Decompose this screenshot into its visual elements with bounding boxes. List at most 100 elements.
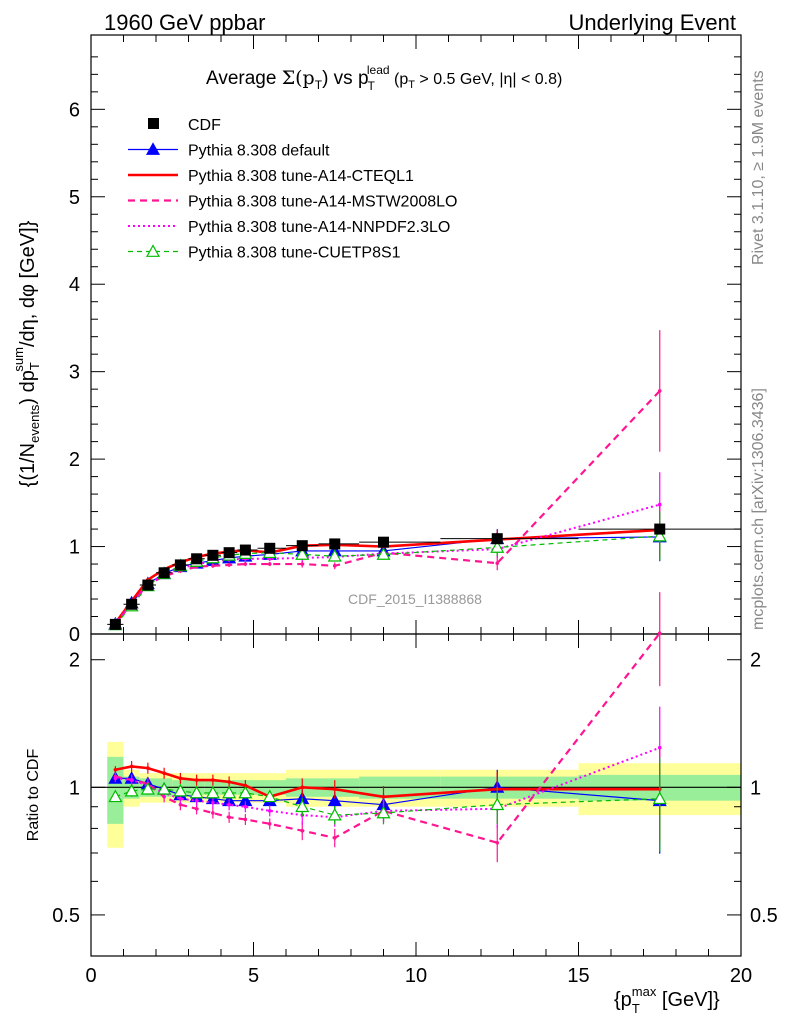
series-marker [145,244,161,257]
series-point [129,778,134,782]
series-point [211,811,215,815]
ratio-axis-label: Ratio to CDF [25,749,42,842]
y-tick-label: 4 [69,274,80,296]
chart-title: Average Σ(pT) vs pTlead (pT > 0.5 GeV, |… [206,63,562,93]
header-right: Underlying Event [568,10,736,35]
series-point [381,794,386,799]
cdf-data-point [329,538,341,550]
series-point [211,800,215,805]
series-line-main [114,536,660,625]
axis-ticks: 0 5 10 15 20 0 1 2 3 4 5 6 0.5 0.5 1 1 2 2 [52,35,778,987]
series-point [495,840,500,845]
series-point [194,798,199,803]
series-point [332,836,337,840]
series-point [146,766,150,770]
series-point [178,796,183,801]
series-point [657,389,662,393]
series-marker [295,547,310,560]
series-point [113,776,118,781]
cdf-data-point [109,618,121,630]
series-marker [145,142,161,155]
x-axis-label: {pTmax [GeV]} [614,984,720,1016]
series-point [657,631,662,636]
legend-label: Pythia 8.308 tune-A14-CTEQL1 [188,168,414,185]
series-point [495,561,500,565]
cdf-data-point [378,536,389,548]
y-tick-label: 6 [69,99,80,121]
series-marker [222,785,237,799]
series-point [267,809,272,813]
y-tick-label: 1 [69,537,80,559]
cdf-data-point [296,540,308,552]
series-point [227,563,231,567]
mcplots-label: mcplots.cern.ch [arXiv:1306.3436] [750,388,767,630]
cdf-data-point [264,542,276,554]
series-marker [652,791,667,805]
series-marker [490,797,505,811]
series-marker [108,789,123,803]
series-line-main [114,503,661,625]
series-point [657,745,662,750]
series-point [211,563,215,568]
data-series [107,330,741,863]
series-point [300,562,305,566]
cdf-data-point [207,549,219,561]
series-point [227,815,231,820]
series-point [178,802,183,807]
series-point [178,776,183,781]
cdf-data-point [654,523,666,535]
cdf-data-point [126,598,138,610]
series-point [300,828,305,833]
cdf-data-point [191,553,203,565]
series-point [267,822,272,826]
ratio-tick-label-right: 1 [750,777,761,799]
series-marker [173,783,188,797]
legend-label: Pythia 8.308 tune-A14-NNPDF2.3LO [188,219,450,236]
series-point [243,817,248,822]
cdf-data-point [174,559,186,571]
series-line-main [114,535,660,626]
ratio-tick-label: 1 [69,777,80,799]
legend-label: Pythia 8.308 tune-CUETP8S1 [188,245,401,262]
legend: CDF Pythia 8.308 default Pythia 8.308 tune… [128,117,457,262]
legend-label: CDF [188,117,221,134]
y-tick-label: 5 [69,187,80,209]
series-point [113,767,118,772]
series-marker [327,807,342,821]
x-tick-label: 20 [730,965,752,987]
series-point [267,562,272,566]
series-point [194,806,199,811]
legend-label: Pythia 8.308 tune-A14-MSTW2008LO [188,194,457,211]
x-tick-label: 10 [405,965,427,987]
x-tick-label: 5 [248,965,259,987]
series-point [332,563,337,568]
ratio-tick-label-right: 2 [750,650,761,672]
series-marker [205,785,220,799]
y-tick-label: 2 [69,449,80,471]
cdf-data-point [491,533,503,545]
series-point [657,502,662,507]
header-left: 1960 GeV ppbar [104,10,265,35]
series-marker [262,789,277,803]
series-point [227,802,231,807]
cdf-data-point [158,567,170,579]
series-marker [327,793,342,807]
y-tick-label: 3 [69,362,80,384]
cdf-data-point [223,547,235,559]
series-point [300,785,305,790]
legend-label: Pythia 8.308 default [188,143,330,160]
ratio-tick-label-right: 0.5 [750,905,778,927]
series-marker [140,781,155,795]
series-marker [490,540,505,553]
series-marker [295,799,310,813]
series-marker [238,785,253,799]
series-marker [157,781,172,795]
cdf-data-point [142,579,154,591]
series-point [227,780,231,784]
series-point [211,778,215,782]
x-tick-label: 15 [567,965,589,987]
series-marker [124,783,139,797]
rivet-label: Rivet 3.1.10, ≥ 1.9M events [750,70,767,265]
series-point [243,562,248,566]
